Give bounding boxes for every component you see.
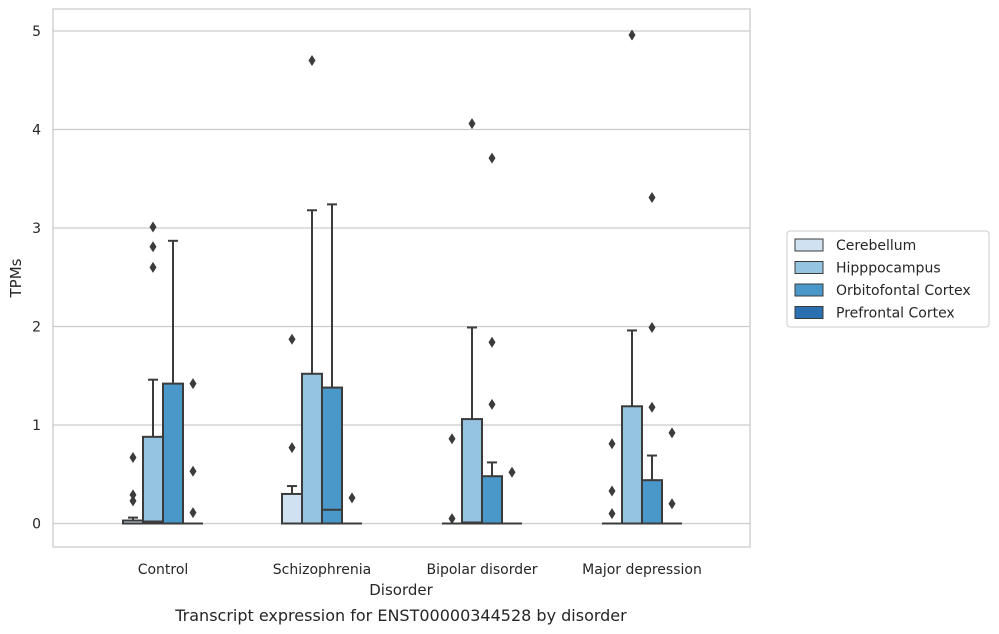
outlier-point bbox=[488, 152, 496, 164]
outlier-point bbox=[608, 438, 616, 450]
box-orbitofontal-cortex bbox=[162, 239, 184, 525]
outlier-point bbox=[189, 378, 197, 390]
outlier-point bbox=[149, 261, 157, 273]
chart-caption: Transcript expression for ENST0000034452… bbox=[174, 606, 627, 625]
legend-swatch bbox=[794, 283, 824, 297]
outlier-point bbox=[308, 55, 316, 67]
box-body bbox=[481, 475, 503, 525]
box-body bbox=[281, 492, 303, 525]
x-axis-label: Disorder bbox=[369, 581, 433, 599]
y-axis-label: TPMs bbox=[7, 258, 25, 298]
legend-label: Orbitofontal Cortex bbox=[836, 283, 971, 299]
box-body bbox=[321, 386, 343, 525]
x-tick-label: Schizophrenia bbox=[273, 562, 371, 578]
y-tick-label: 4 bbox=[32, 123, 41, 139]
y-tick-label: 2 bbox=[32, 320, 41, 336]
legend-swatch bbox=[794, 306, 824, 319]
y-tick-label: 3 bbox=[32, 221, 41, 237]
box-prefrontal-cortex bbox=[662, 427, 682, 525]
outlier-point bbox=[648, 321, 656, 333]
outlier-point bbox=[348, 492, 356, 504]
legend-swatch bbox=[794, 238, 824, 252]
legend-label: Cerebellum bbox=[836, 238, 916, 254]
outlier-point bbox=[508, 466, 516, 478]
legend: Cerebellum Hipppocampus Orbitofontal Corte… bbox=[786, 230, 990, 328]
box-hipppocampus bbox=[621, 29, 643, 525]
outlier-point bbox=[488, 398, 496, 410]
outlier-point bbox=[608, 508, 616, 520]
outlier-point bbox=[668, 498, 676, 510]
outlier-point bbox=[288, 333, 296, 345]
outlier-point bbox=[648, 401, 656, 413]
outlier-point bbox=[189, 465, 197, 477]
box-orbitofontal-cortex bbox=[481, 152, 503, 525]
box-body bbox=[461, 418, 483, 525]
box-prefrontal-cortex bbox=[183, 378, 203, 525]
x-tick-label: Major depression bbox=[582, 562, 702, 578]
box-orbitofontal-cortex bbox=[641, 191, 663, 525]
box-body bbox=[621, 405, 643, 525]
outlier-point bbox=[448, 433, 456, 445]
outlier-point bbox=[488, 336, 496, 348]
box-body bbox=[301, 372, 323, 525]
y-tick-label: 5 bbox=[32, 24, 41, 40]
outlier-point bbox=[129, 495, 137, 507]
box-cerebellum bbox=[442, 433, 462, 525]
y-tick-label: 1 bbox=[32, 418, 41, 434]
outlier-point bbox=[288, 442, 296, 454]
x-tick-label: Bipolar disorder bbox=[426, 562, 537, 578]
y-tick-label: 0 bbox=[32, 517, 41, 533]
legend-frame bbox=[786, 230, 990, 328]
box-hipppocampus bbox=[461, 118, 483, 525]
outlier-point bbox=[129, 452, 137, 464]
outlier-point bbox=[149, 241, 157, 253]
y-tick-labels: 0 1 2 3 4 5 bbox=[32, 24, 41, 533]
box-prefrontal-cortex bbox=[342, 492, 362, 525]
outlier-point bbox=[668, 427, 676, 439]
box-body bbox=[162, 382, 184, 525]
box-orbitofontal-cortex bbox=[321, 203, 343, 525]
legend-label: Prefrontal Cortex bbox=[836, 306, 955, 322]
box-cerebellum bbox=[602, 438, 622, 525]
x-tick-label: Control bbox=[138, 562, 189, 578]
box-body bbox=[142, 435, 164, 525]
outlier-point bbox=[448, 513, 456, 525]
outlier-point bbox=[129, 489, 137, 501]
outlier-point bbox=[648, 191, 656, 203]
outlier-point bbox=[468, 118, 476, 130]
box-series bbox=[122, 29, 682, 525]
box-prefrontal-cortex bbox=[502, 466, 522, 525]
box-hipppocampus bbox=[142, 221, 164, 525]
outlier-point bbox=[608, 485, 616, 497]
outlier-point bbox=[149, 221, 157, 233]
legend-label: Hipppocampus bbox=[836, 261, 941, 277]
box-body bbox=[641, 479, 663, 525]
outlier-point bbox=[628, 29, 636, 41]
x-tick-labels: Control Schizophrenia Bipolar disorder Majo… bbox=[138, 562, 702, 578]
legend-swatch bbox=[794, 261, 824, 274]
outlier-point bbox=[189, 507, 197, 519]
